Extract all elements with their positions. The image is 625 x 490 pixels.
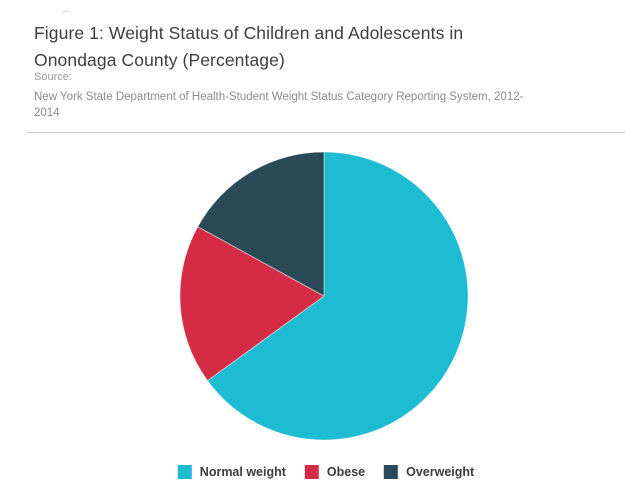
pie-slice-obese[interactable] (180, 226, 325, 382)
source-line-2: 2014 (34, 107, 60, 119)
stray-mark (60, 9, 73, 19)
source-text: New York State Department of Health-Stud… (34, 89, 523, 121)
legend-item-normal-weight[interactable]: Normal weight (177, 465, 286, 479)
legend-label: Normal weight (199, 465, 286, 479)
legend-label: Overweight (406, 465, 475, 479)
source-line-1: New York State Department of Health-Stud… (34, 91, 524, 103)
pie-chart (180, 152, 468, 440)
chart-title-line-1: Figure 1: Weight Status of Children and … (34, 23, 464, 43)
chart-title-line-2: Onondaga County (Percentage) (34, 50, 285, 70)
source-label: Source: (34, 71, 72, 83)
header-divider (27, 132, 625, 133)
pie-slice-normal-weight[interactable] (207, 152, 468, 440)
legend-swatch-icon (177, 465, 192, 479)
legend-item-overweight[interactable]: Overweight (384, 465, 474, 479)
legend-label: Obese (326, 465, 366, 479)
legend-swatch-icon (384, 465, 399, 479)
legend-swatch-icon (304, 465, 319, 479)
chart-legend: Normal weight Obese Overweight (177, 465, 474, 479)
pie-slice-overweight[interactable] (197, 152, 325, 297)
chart-title: Figure 1: Weight Status of Children and … (34, 20, 463, 74)
legend-item-obese[interactable]: Obese (304, 465, 366, 479)
